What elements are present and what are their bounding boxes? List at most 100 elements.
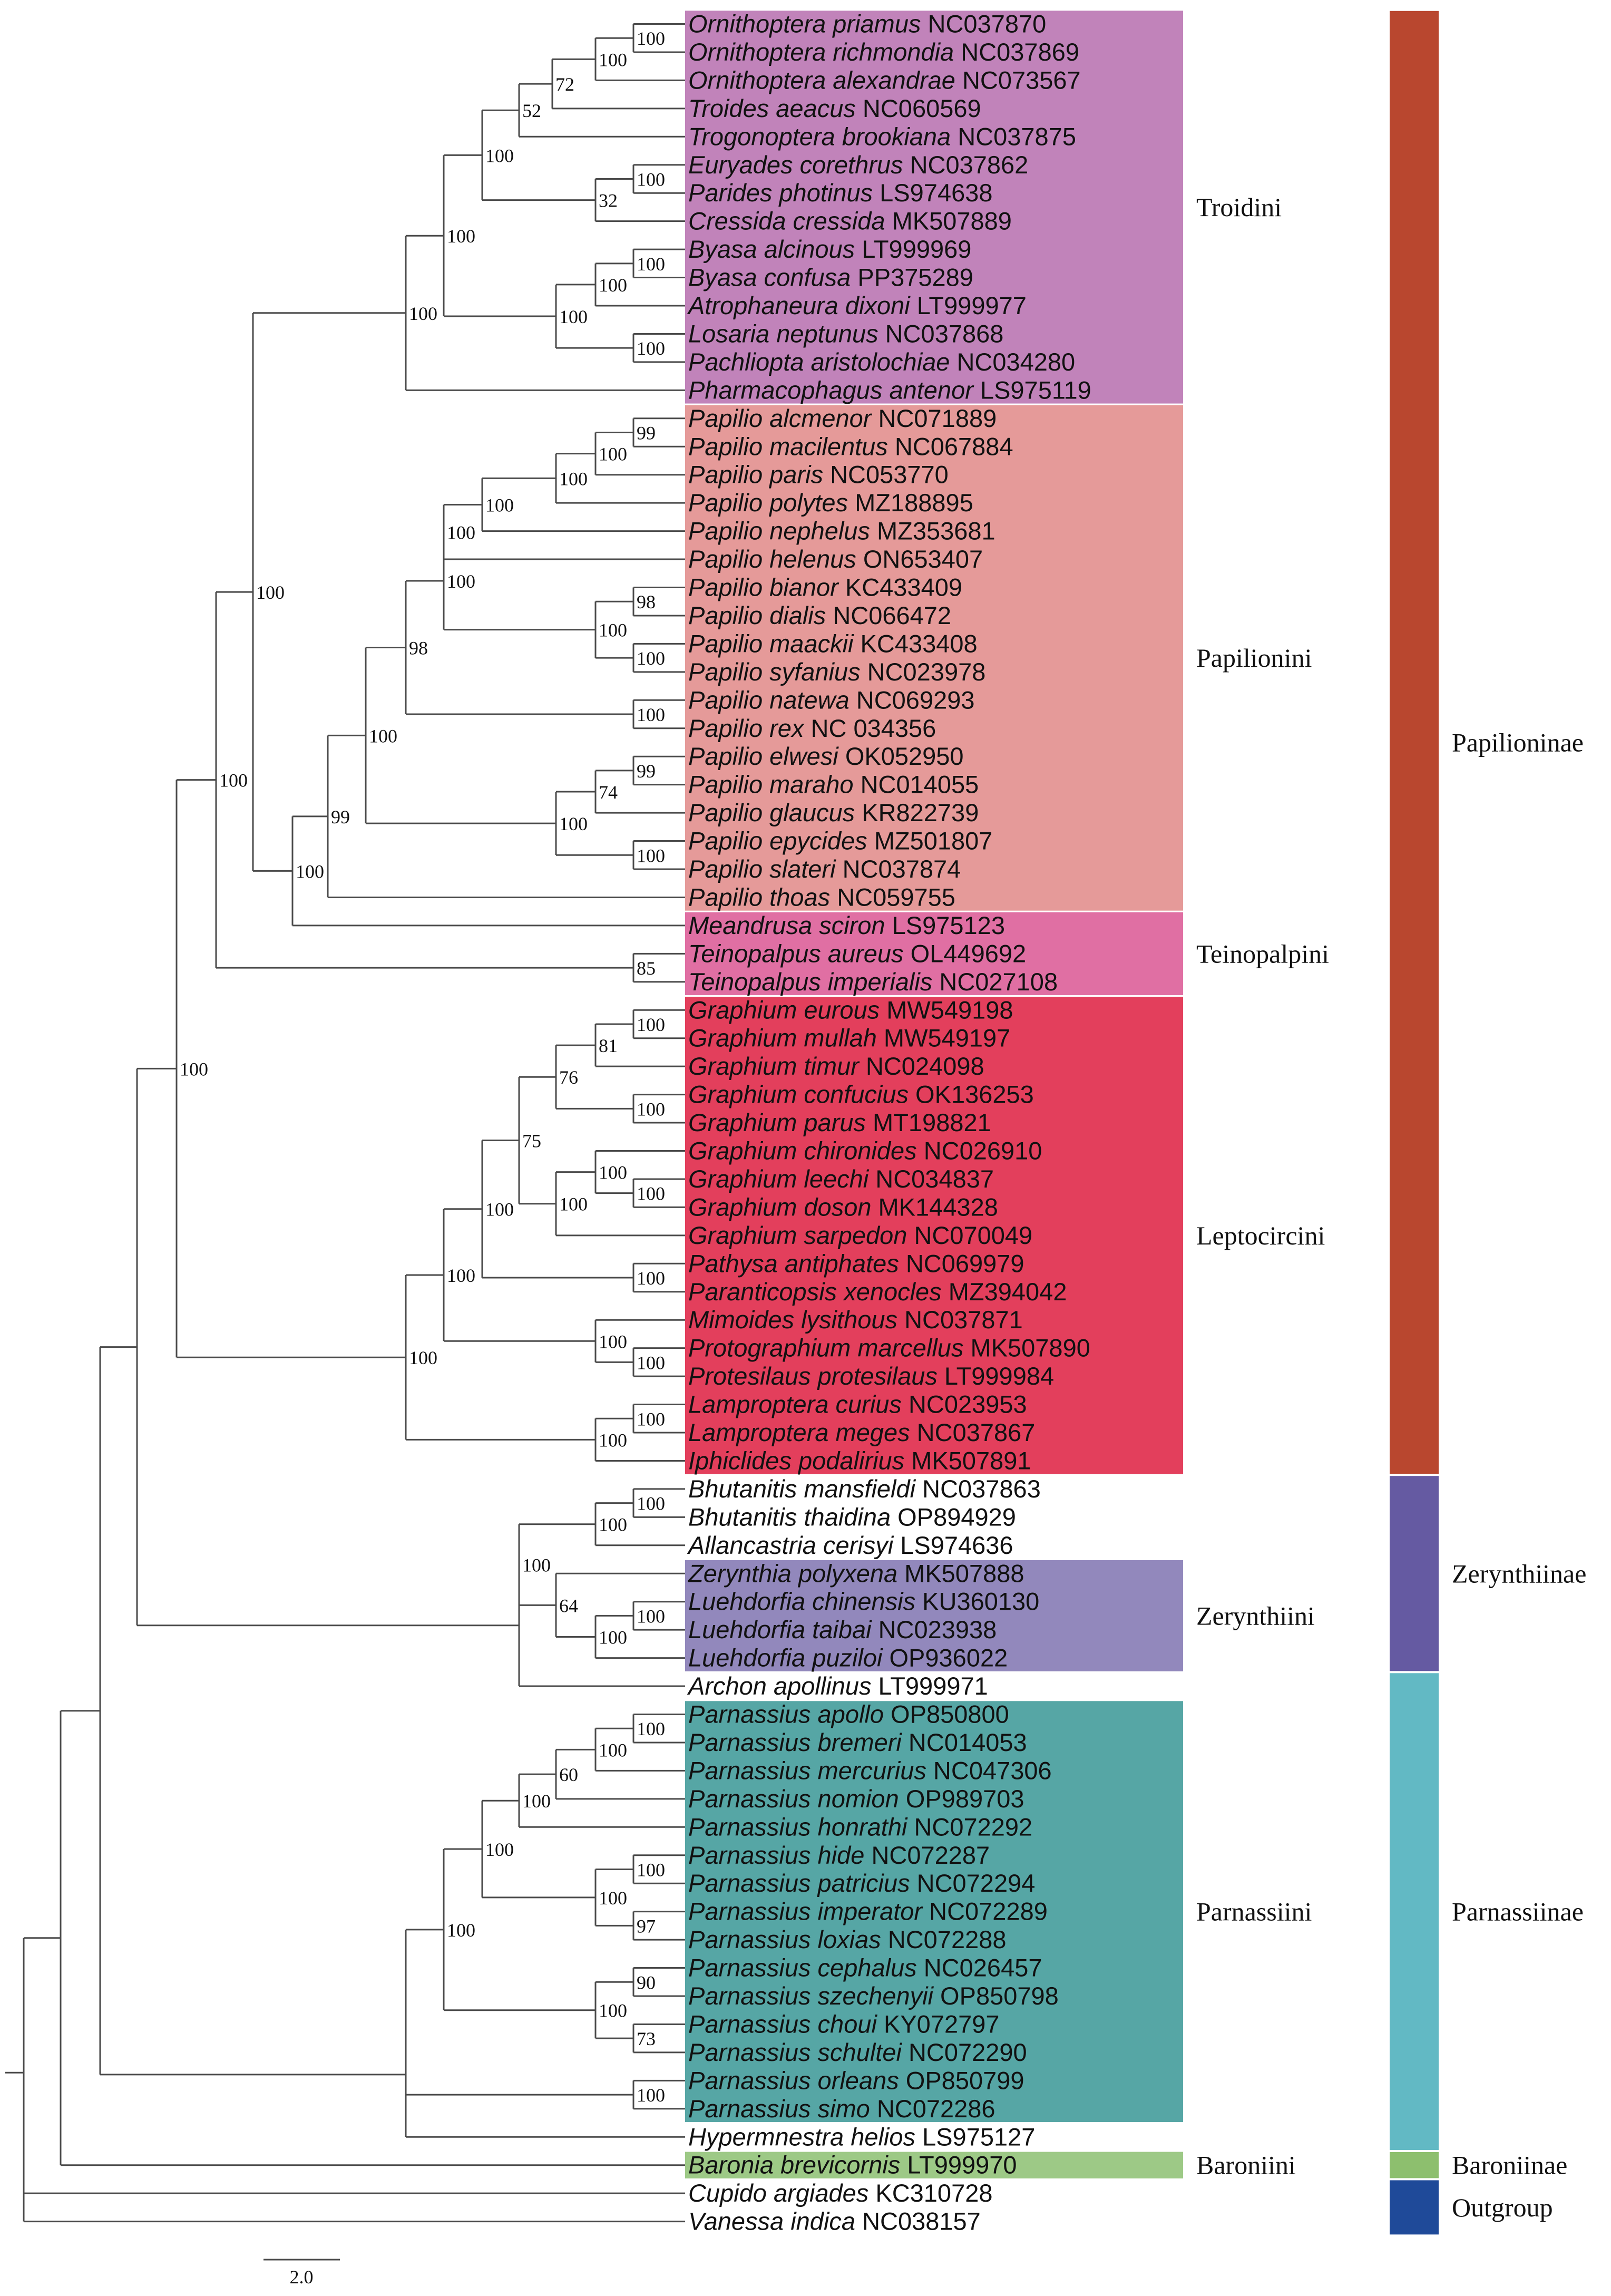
support-value: 100 — [522, 1791, 551, 1812]
tip-accession: OP989703 — [899, 1785, 1024, 1813]
tip-accession: MZ501807 — [867, 827, 993, 855]
tip-label: Luehdorfia puziloi OP936022 — [688, 1644, 1008, 1672]
tip-accession: MW549198 — [880, 996, 1013, 1024]
tip-label: Parnassius bremeri NC014053 — [688, 1728, 1027, 1756]
tip-genus: Papilio elwesi — [688, 742, 839, 770]
tip-accession: LT999984 — [938, 1362, 1054, 1390]
support-value: 100 — [559, 468, 588, 489]
tip-genus: Papilio polytes — [688, 489, 848, 517]
tip-label: Meandrusa sciron LS975123 — [688, 911, 1005, 939]
support-value: 75 — [522, 1130, 541, 1151]
support-value: 100 — [447, 522, 475, 543]
tribe-band-zerynthiini — [685, 1560, 1183, 1671]
tip-accession: NC037867 — [910, 1418, 1036, 1446]
support-value: 100 — [599, 1627, 627, 1648]
scale-bar-label: 2.0 — [290, 2266, 314, 2288]
tip-accession: LS975119 — [973, 376, 1091, 404]
support-value: 100 — [447, 226, 475, 247]
tip-accession: NC024098 — [859, 1052, 984, 1080]
support-value: 90 — [637, 1972, 656, 1993]
support-value: 100 — [447, 1920, 475, 1941]
support-value: 100 — [637, 169, 665, 190]
support-value: 97 — [637, 1915, 656, 1937]
group-labels: Troidini Papilionini Teinopalpini Leptocirc… — [1196, 192, 1586, 2222]
tip-accession: NC053770 — [823, 461, 949, 489]
support-value: 100 — [637, 1014, 665, 1035]
tip-label: Zerynthia polyxena MK507888 — [688, 1559, 1024, 1587]
tip-genus: Parnassius choui — [688, 2010, 877, 2038]
tip-accession: OK052950 — [838, 742, 964, 770]
support-value: 52 — [522, 100, 541, 121]
support-value: 100 — [637, 1183, 665, 1204]
tip-genus: Pharmacophagus antenor — [688, 376, 974, 404]
support-value: 100 — [637, 1493, 665, 1514]
support-value: 100 — [447, 1265, 475, 1286]
support-value: 100 — [409, 1347, 437, 1368]
tip-label: Lamproptera curius NC023953 — [688, 1390, 1027, 1418]
support-value: 100 — [637, 28, 665, 49]
tip-accession: NC069979 — [899, 1249, 1024, 1277]
support-value: 100 — [599, 2000, 627, 2021]
tip-label: Parnassius honrathi NC072292 — [688, 1813, 1032, 1841]
tip-genus: Papilio dialis — [688, 601, 826, 629]
tip-accession: LS974638 — [873, 179, 992, 207]
tip-label: Bhutanitis mansfieldi NC037863 — [688, 1475, 1041, 1503]
tip-label: Iphiclides podalirius MK507891 — [688, 1446, 1031, 1474]
tip-genus: Byasa confusa — [688, 264, 851, 291]
tip-accession: LT999970 — [900, 2151, 1017, 2179]
tip-accession: NC023978 — [861, 658, 986, 686]
subfamily-label-baroniinae: Baroniinae — [1452, 2151, 1567, 2180]
tip-accession: NC072294 — [910, 1869, 1036, 1897]
tip-accession: NC037863 — [915, 1475, 1041, 1503]
support-value: 100 — [637, 1268, 665, 1289]
tip-label: Graphium mullah MW549197 — [688, 1024, 1010, 1052]
tip-genus: Lamproptera meges — [688, 1418, 910, 1446]
tip-genus: Byasa alcinous — [688, 235, 855, 263]
tip-label: Paranticopsis xenocles MZ394042 — [688, 1278, 1067, 1306]
tip-genus: Papilio bianor — [688, 573, 839, 601]
tip-label: Ornithoptera richmondia NC037869 — [688, 38, 1079, 66]
tip-label: Euryades corethrus NC037862 — [688, 151, 1028, 179]
support-value: 76 — [559, 1067, 578, 1088]
tribe-band-baroniini — [685, 2152, 1183, 2178]
support-value: 100 — [180, 1058, 208, 1079]
support-value: 98 — [637, 591, 656, 612]
tip-label: Papilio natewa NC069293 — [688, 686, 975, 714]
tip-label: Parnassius schultei NC072290 — [688, 2038, 1027, 2066]
tip-label: Papilio elwesi OK052950 — [688, 742, 964, 770]
subfamily-label-zerynthiinae: Zerynthiinae — [1452, 1559, 1586, 1588]
tip-genus: Parnassius cephalus — [688, 1954, 917, 1982]
tip-label: Troides aeacus NC060569 — [688, 94, 981, 122]
support-value: 100 — [637, 1098, 665, 1120]
tip-genus: Luehdorfia puziloi — [688, 1644, 883, 1672]
tip-accession: MW549197 — [877, 1024, 1010, 1052]
tribe-band-teinopalpini — [685, 912, 1183, 996]
tip-label: Ornithoptera priamus NC037870 — [688, 10, 1046, 38]
tip-genus: Parnassius orleans — [688, 2066, 899, 2094]
support-value: 100 — [599, 620, 627, 641]
tribe-label-zerynthiini: Zerynthiini — [1196, 1601, 1315, 1630]
tip-genus: Hypermnestra helios — [688, 2123, 915, 2151]
tip-label: Papilio macilentus NC067884 — [688, 432, 1013, 460]
tip-genus: Graphium chironides — [688, 1137, 917, 1165]
tip-accession: MT198821 — [866, 1108, 991, 1136]
tip-accession: NC037870 — [921, 10, 1046, 38]
tip-label: Losaria neptunus NC037868 — [688, 319, 1003, 347]
support-values: 100 100 72 52 100 32 100 100 100 100 100 100 100 99 10… — [180, 28, 665, 2106]
support-value: 100 — [599, 444, 627, 465]
tip-label: Parnassius cephalus NC026457 — [688, 1954, 1042, 1982]
tip-label: Luehdorfia chinensis KU360130 — [688, 1588, 1039, 1616]
tip-accession: NC070049 — [907, 1221, 1032, 1249]
tip-label: Graphium leechi NC034837 — [688, 1165, 994, 1193]
support-value: 100 — [637, 1408, 665, 1429]
tip-genus: Paranticopsis xenocles — [688, 1278, 942, 1306]
tip-genus: Ornithoptera alexandrae — [688, 66, 955, 94]
tip-accession: NC067884 — [888, 432, 1013, 460]
tip-genus: Papilio alcmenor — [688, 404, 873, 432]
tip-label: Luehdorfia taibai NC023938 — [688, 1616, 997, 1643]
tip-accession: NC034837 — [868, 1165, 994, 1193]
subfamily-label-parnassiinae: Parnassiinae — [1452, 1897, 1584, 1927]
tribe-label-troidini: Troidini — [1196, 192, 1282, 222]
scale-bar: 2.0 — [263, 2259, 340, 2288]
tip-genus: Trogonoptera brookiana — [688, 122, 951, 150]
